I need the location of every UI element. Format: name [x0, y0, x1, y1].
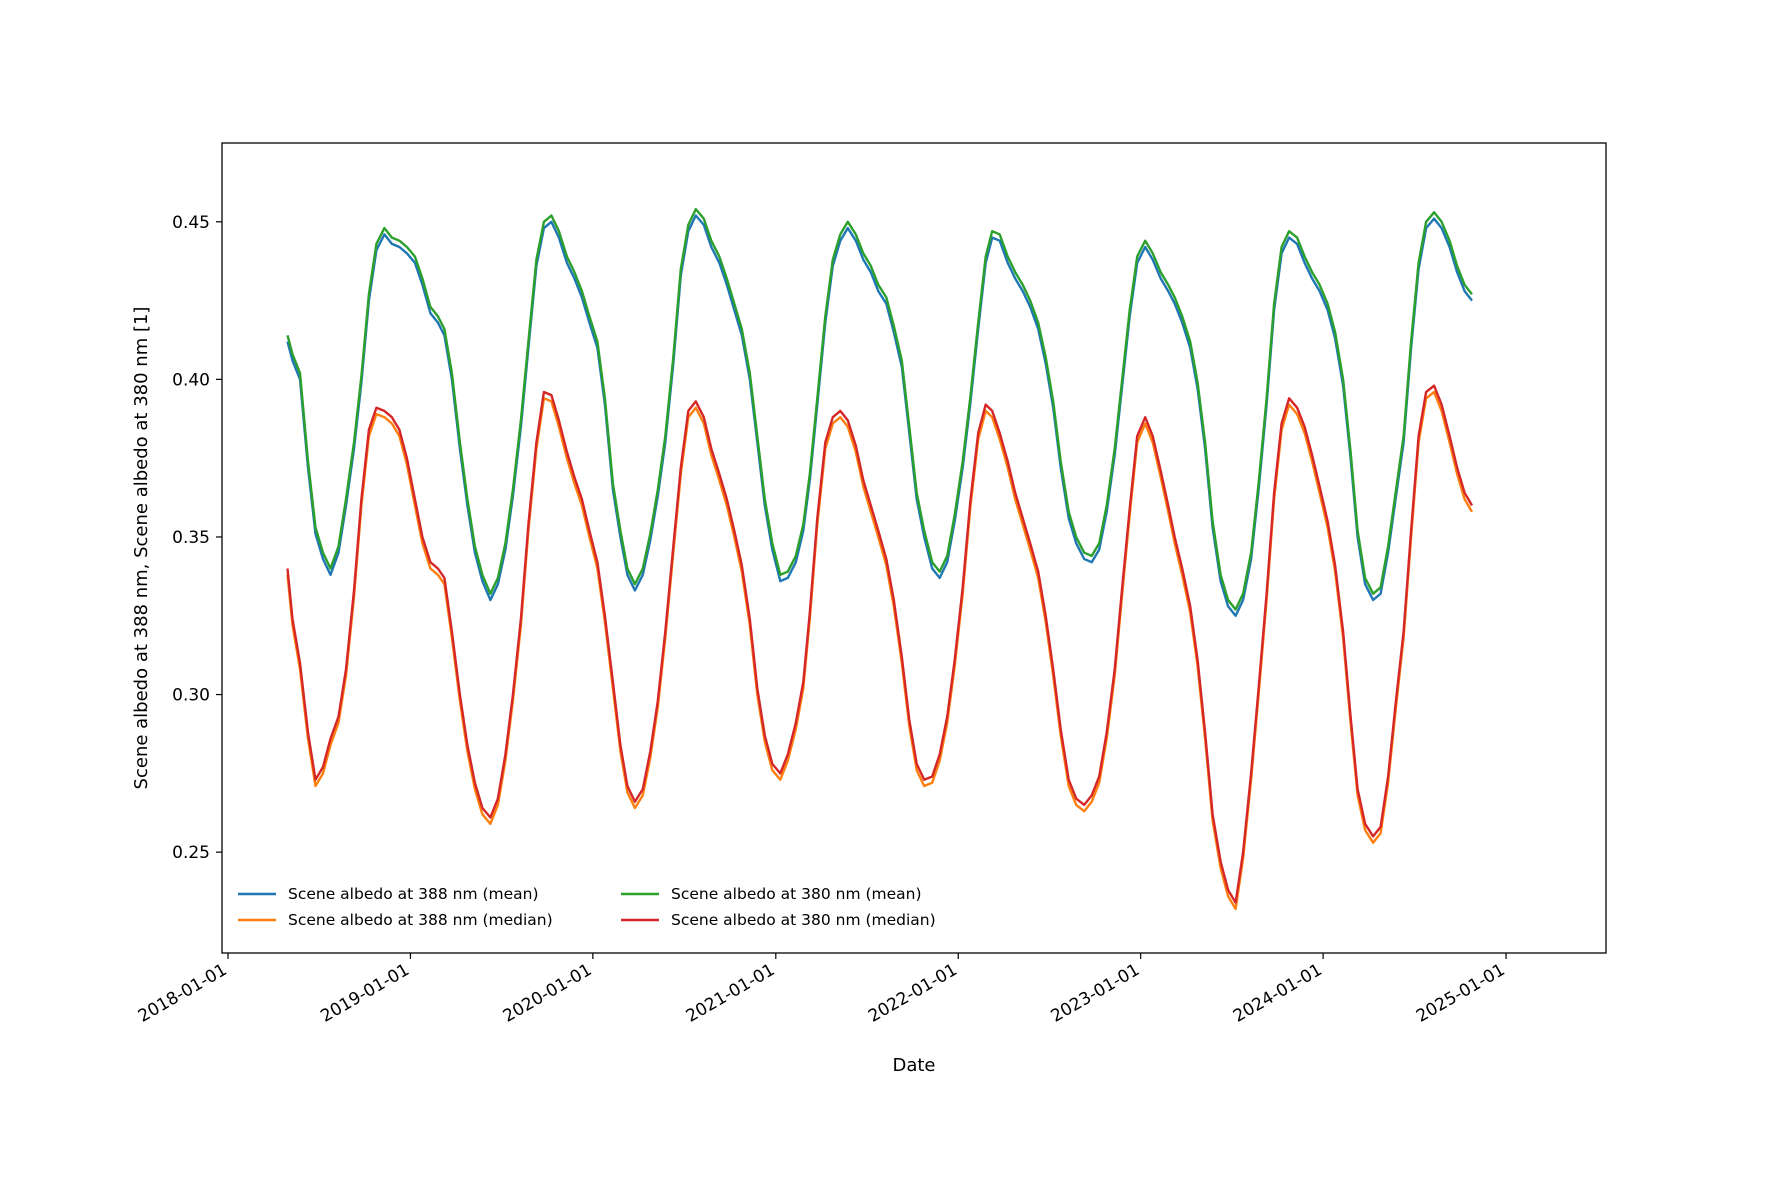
legend-label: Scene albedo at 388 nm (mean) — [288, 885, 539, 903]
y-tick-label: 0.40 — [172, 370, 210, 390]
y-tick-label: 0.30 — [172, 686, 210, 706]
legend: Scene albedo at 388 nm (mean) Scene albed… — [238, 885, 936, 929]
y-axis: 0.25 0.30 0.35 0.40 0.45 — [172, 213, 222, 863]
y-tick-label: 0.25 — [172, 843, 210, 863]
y-axis-label: Scene albedo at 388 nm, Scene albedo at … — [131, 307, 152, 790]
legend-label: Scene albedo at 380 nm (median) — [671, 911, 936, 929]
y-tick-label: 0.45 — [172, 213, 210, 233]
series-layer — [286, 207, 1474, 911]
legend-label: Scene albedo at 388 nm (median) — [288, 911, 553, 929]
series-line-4 — [286, 384, 1474, 904]
x-axis-label: Date — [892, 1055, 935, 1076]
plot-frame — [221, 142, 1607, 954]
y-tick-label: 0.35 — [172, 528, 210, 548]
legend-label: Scene albedo at 380 nm (mean) — [671, 885, 922, 903]
series-line-3 — [286, 207, 1473, 611]
